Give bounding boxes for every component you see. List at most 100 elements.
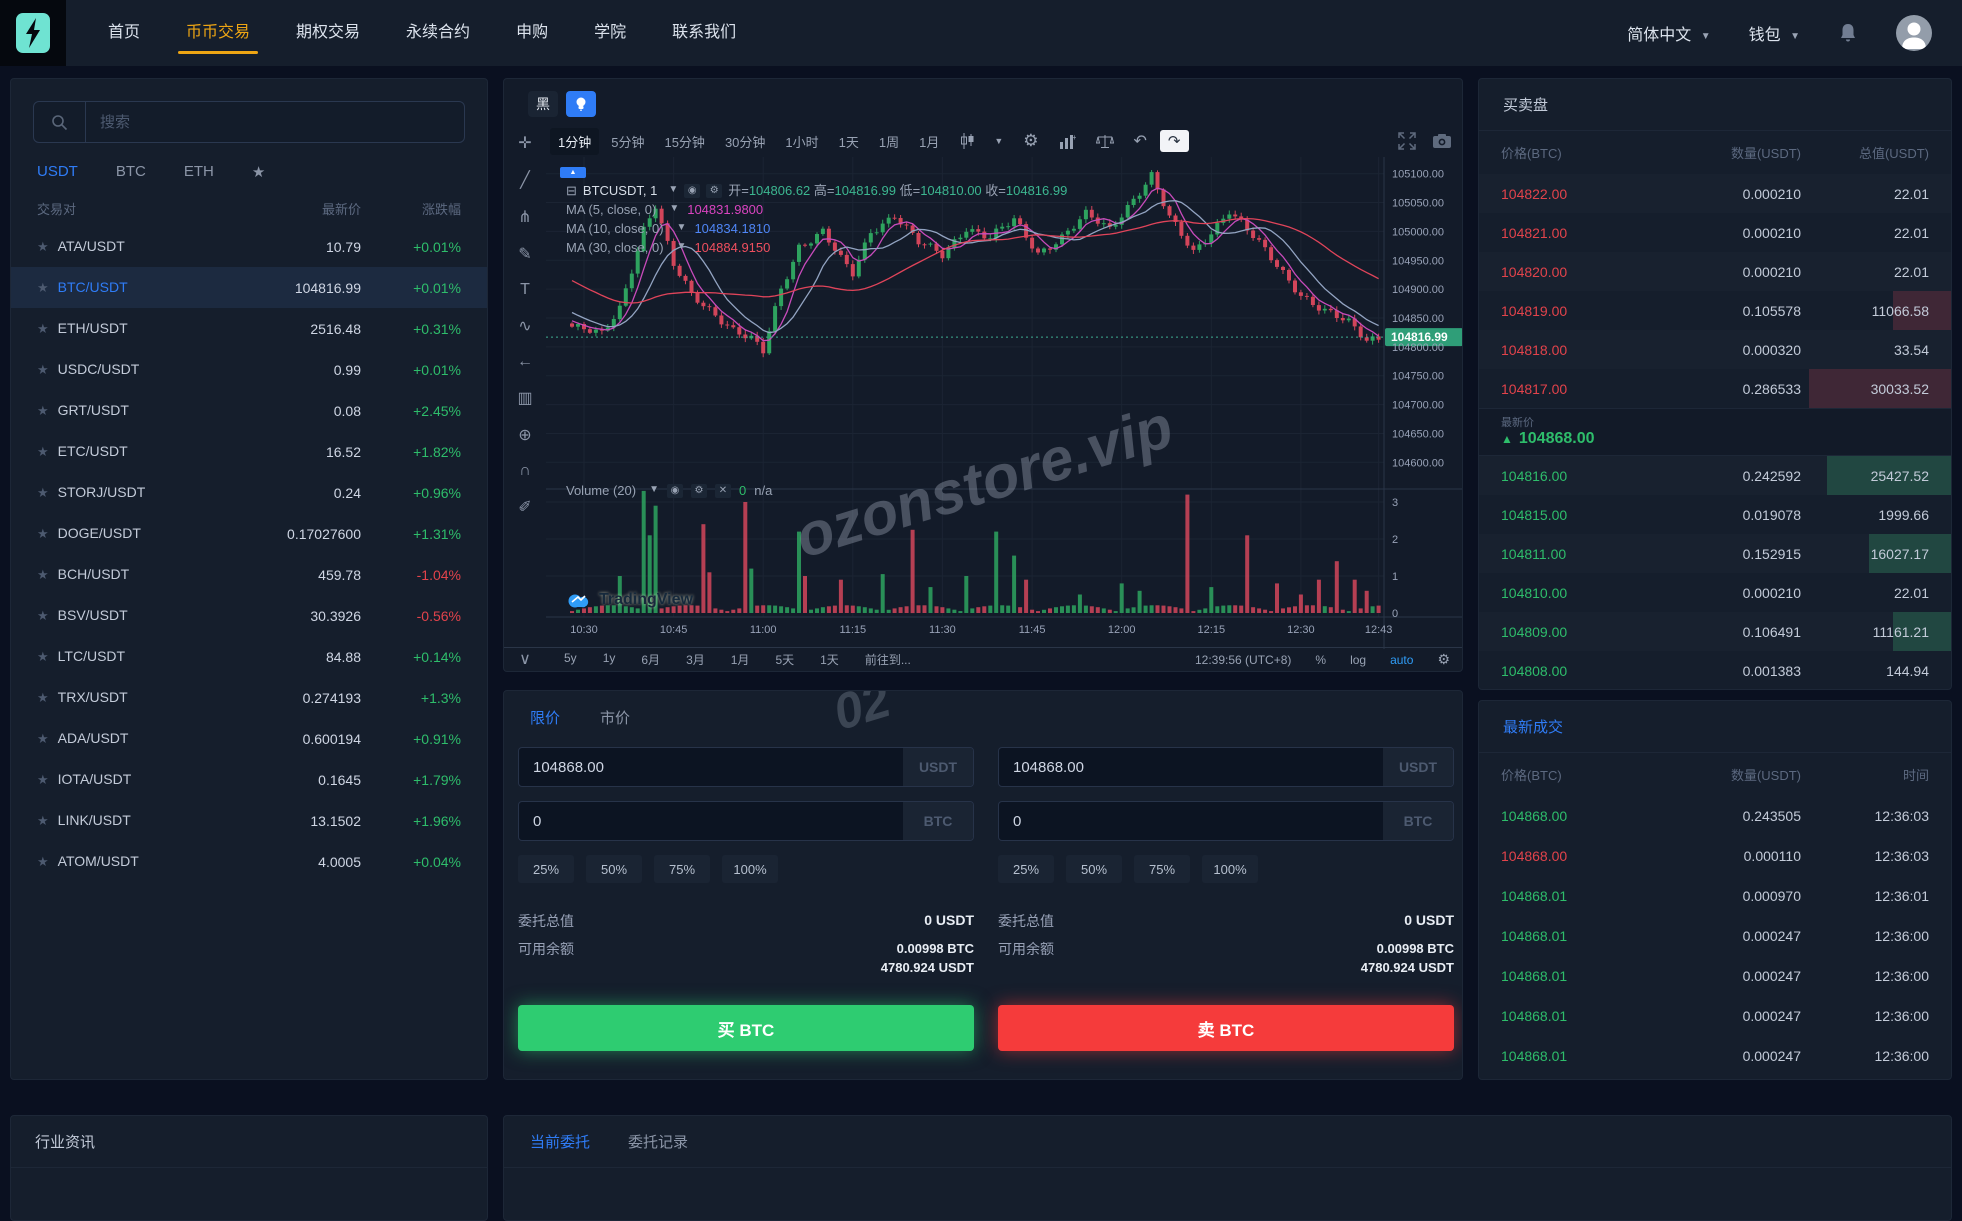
legend-collapse-icon[interactable]: ⊟ — [566, 183, 577, 198]
star-icon[interactable]: ★ — [37, 772, 49, 787]
percent-chip-75%[interactable]: 75% — [654, 855, 710, 883]
star-icon[interactable]: ★ — [37, 813, 49, 828]
pair-row[interactable]: ★ IOTA/USDT 0.1645 +1.79% — [11, 759, 487, 800]
nav-item-4[interactable]: 申购 — [516, 24, 549, 41]
nav-item-1[interactable]: 币币交易 — [178, 0, 259, 66]
market-tab-2[interactable]: ETH — [183, 163, 214, 180]
pair-row[interactable]: ★ BCH/USDT 459.78 -1.04% — [11, 554, 487, 595]
timeframe-5分钟[interactable]: 5分钟 — [611, 134, 645, 150]
sell-button[interactable]: 卖 BTC — [998, 1005, 1454, 1051]
scale-auto[interactable]: auto — [1390, 652, 1414, 667]
scale-%[interactable]: % — [1315, 652, 1327, 667]
timeframe-15分钟[interactable]: 15分钟 — [664, 134, 705, 150]
range-1天[interactable]: 1天 — [820, 653, 839, 667]
star-icon[interactable]: ★ — [37, 567, 49, 582]
chevron-down-icon[interactable]: ▼ — [649, 484, 659, 495]
market-tab-3[interactable]: ★ — [251, 164, 266, 181]
order-book-row[interactable]: 104820.00 0.000210 22.01 — [1479, 252, 1951, 291]
undo-icon[interactable]: ↶ — [1133, 133, 1147, 150]
volume-label[interactable]: Volume (20) — [566, 483, 637, 498]
pair-row[interactable]: ★ LTC/USDT 84.88 +0.14% — [11, 636, 487, 677]
fullscreen-icon[interactable] — [1398, 132, 1416, 150]
wave-pattern-icon[interactable]: ∿ — [518, 318, 532, 335]
settings-gear-icon[interactable]: ⚙ — [1023, 131, 1039, 150]
volume-close-icon[interactable]: ✕ — [715, 483, 731, 498]
pair-row[interactable]: ★ ETH/USDT 2516.48 +0.31% — [11, 308, 487, 349]
volume-settings-icon[interactable]: ⚙ — [691, 483, 707, 498]
tradingview-logo[interactable]: TradingView — [566, 591, 693, 609]
percent-chip-50%[interactable]: 50% — [1066, 855, 1122, 883]
pair-row[interactable]: ★ ETC/USDT 16.52 +1.82% — [11, 431, 487, 472]
timeframe-1周[interactable]: 1周 — [878, 134, 900, 150]
star-icon[interactable]: ★ — [37, 403, 49, 418]
percent-chip-25%[interactable]: 25% — [998, 855, 1054, 883]
nav-item-0[interactable]: 首页 — [108, 24, 141, 41]
order-type-tab-0[interactable]: 限价 — [530, 710, 561, 727]
pair-row[interactable]: ★ STORJ/USDT 0.24 +0.96% — [11, 472, 487, 513]
redo-icon[interactable]: ↷ — [1159, 130, 1189, 152]
percent-chip-50%[interactable]: 50% — [586, 855, 642, 883]
market-tab-1[interactable]: BTC — [115, 163, 146, 180]
order-book-row[interactable]: 104817.00 0.286533 30033.52 — [1479, 369, 1951, 408]
volume-eye-icon[interactable]: ◉ — [667, 483, 683, 498]
order-book-row[interactable]: 104821.00 0.000210 22.01 — [1479, 213, 1951, 252]
orders-tab-0[interactable]: 当前委托 — [530, 1134, 591, 1151]
timeframe-1月[interactable]: 1月 — [919, 134, 940, 150]
chevron-down-icon[interactable]: ▼ — [676, 241, 687, 252]
chevron-down-icon[interactable]: ∨ — [519, 651, 531, 668]
order-book-row[interactable]: 104809.00 0.106491 11161.21 — [1479, 612, 1951, 651]
star-icon[interactable]: ★ — [37, 239, 49, 254]
zoom-in-icon[interactable]: ⊕ — [518, 427, 532, 444]
search-input[interactable] — [86, 113, 464, 131]
order-book-row[interactable]: 104816.00 0.242592 25427.52 — [1479, 456, 1951, 495]
range-1月[interactable]: 1月 — [730, 653, 750, 667]
legend-settings-icon[interactable]: ⚙ — [706, 183, 723, 198]
pair-row[interactable]: ★ GRT/USDT 0.08 +2.45% — [11, 390, 487, 431]
collapse-toolbar-icon[interactable]: ▲ — [560, 167, 586, 178]
indicators-icon[interactable]: + — [1052, 132, 1083, 151]
order-book-row[interactable]: 104822.00 0.000210 22.01 — [1479, 174, 1951, 213]
nav-item-3[interactable]: 永续合约 — [406, 24, 471, 41]
pair-row[interactable]: ★ TRX/USDT 0.274193 +1.3% — [11, 677, 487, 718]
theme-dark-button[interactable]: 黑 — [528, 91, 558, 117]
star-icon[interactable]: ★ — [37, 280, 49, 295]
nav-item-6[interactable]: 联系我们 — [672, 24, 737, 41]
brush-icon[interactable]: ✎ — [518, 246, 532, 263]
star-icon[interactable]: ★ — [37, 362, 49, 377]
star-icon[interactable]: ★ — [37, 444, 49, 459]
chart-clock[interactable]: 12:39:56 (UTC+8) — [1195, 652, 1292, 667]
orders-tab-1[interactable]: 委托记录 — [628, 1134, 689, 1151]
pair-row[interactable]: ★ LINK/USDT 13.1502 +1.96% — [11, 800, 487, 841]
star-icon[interactable]: ★ — [37, 321, 49, 336]
wallet-menu[interactable]: 钱包 ▼ — [1749, 21, 1800, 45]
range-5y[interactable]: 5y — [564, 651, 577, 665]
range-前往到...[interactable]: 前往到... — [864, 653, 911, 667]
star-icon[interactable]: ★ — [37, 526, 49, 541]
timeframe-1分钟[interactable]: 1分钟 — [550, 127, 600, 155]
camera-snapshot-icon[interactable] — [1432, 133, 1452, 149]
language-selector[interactable]: 简体中文 ▼ — [1627, 21, 1710, 45]
arrow-tool-icon[interactable]: ← — [517, 353, 533, 370]
user-avatar[interactable] — [1896, 15, 1932, 51]
range-1y[interactable]: 1y — [602, 651, 616, 665]
pair-row[interactable]: ★ BTC/USDT 104816.99 +0.01% — [11, 267, 487, 308]
pair-row[interactable]: ★ DOGE/USDT 0.17027600 +1.31% — [11, 513, 487, 554]
chevron-down-icon[interactable]: ▼ — [668, 184, 679, 195]
order-book-row[interactable]: 104810.00 0.000210 22.01 — [1479, 573, 1951, 612]
nav-item-5[interactable]: 学院 — [594, 24, 627, 41]
star-icon[interactable]: ★ — [37, 731, 49, 746]
candle-style-icon[interactable] — [953, 131, 981, 151]
order-type-tab-1[interactable]: 市价 — [600, 710, 631, 727]
chevron-down-icon[interactable]: ▼ — [669, 203, 680, 214]
star-icon[interactable]: ★ — [37, 608, 49, 623]
chevron-down-icon[interactable]: ▼ — [676, 222, 687, 233]
nav-item-2[interactable]: 期权交易 — [296, 24, 361, 41]
star-icon[interactable]: ★ — [37, 649, 49, 664]
timeframe-1天[interactable]: 1天 — [838, 134, 859, 150]
pair-row[interactable]: ★ ADA/USDT 0.600194 +0.91% — [11, 718, 487, 759]
pair-row[interactable]: ★ ATOM/USDT 4.0005 +0.04% — [11, 841, 487, 882]
pitchfork-icon[interactable]: ⋔ — [518, 209, 532, 226]
buy-price-input[interactable] — [519, 748, 903, 786]
pair-row[interactable]: ★ USDC/USDT 0.99 +0.01% — [11, 349, 487, 390]
magnet-icon[interactable]: ∩ — [519, 462, 531, 479]
